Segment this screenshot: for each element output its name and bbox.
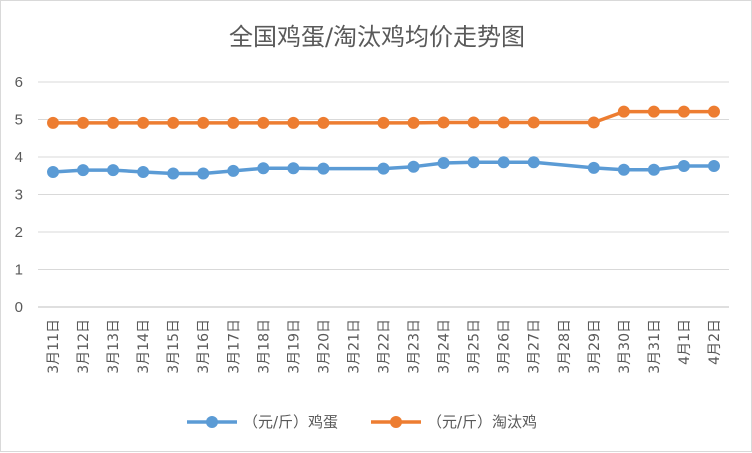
- legend: （元/斤）鸡蛋 （元/斤）淘汰鸡: [187, 413, 537, 431]
- series-point-1: [77, 116, 90, 129]
- legend-label-1: （元/斤）淘汰鸡: [427, 413, 537, 431]
- x-tick-label: 3月24日: [437, 319, 453, 374]
- legend-marker-1: [390, 416, 402, 428]
- series-point-1: [197, 116, 210, 129]
- series-point-0: [137, 166, 150, 178]
- x-axis-ticks: 3月11日 3月12日 3月13日 3月14日 3月15日 3月16日 3月17日 3月18日…: [46, 319, 723, 374]
- series-point-0: [407, 160, 420, 173]
- y-tick-label: 6: [15, 74, 23, 91]
- x-tick-label: 4月1日: [677, 319, 693, 365]
- series-point-1: [647, 105, 660, 118]
- x-tick-label: 3月14日: [136, 319, 152, 374]
- y-tick-label: 0: [15, 299, 23, 316]
- series-point-1: [677, 105, 690, 118]
- legend-marker-0: [206, 416, 218, 428]
- x-tick-label: 3月20日: [316, 319, 332, 374]
- x-tick-label: 3月16日: [196, 319, 212, 374]
- y-tick-label: 5: [15, 112, 23, 129]
- series-points: [47, 105, 720, 180]
- x-tick-label: 3月30日: [617, 319, 633, 374]
- series-point-1: [407, 116, 420, 129]
- series-point-0: [467, 156, 480, 169]
- series-point-0: [527, 156, 540, 169]
- series-point-0: [377, 162, 390, 175]
- series-point-1: [137, 116, 150, 129]
- series-point-0: [617, 163, 630, 176]
- x-tick-label: 3月13日: [106, 319, 122, 374]
- x-tick-label: 3月17日: [226, 319, 242, 374]
- series-point-1: [587, 116, 600, 129]
- x-tick-label: 4月2日: [707, 319, 723, 365]
- series-point-0: [707, 160, 720, 172]
- y-tick-label: 2: [15, 224, 23, 241]
- series-point-0: [257, 162, 270, 175]
- series-point-1: [497, 116, 510, 129]
- series-point-1: [227, 116, 240, 129]
- series-point-0: [587, 161, 600, 174]
- series-point-0: [47, 166, 60, 178]
- series-point-0: [317, 162, 330, 175]
- x-tick-label: 3月22日: [377, 319, 393, 374]
- series-point-1: [527, 116, 540, 129]
- x-tick-label: 3月15日: [166, 319, 182, 374]
- series-point-0: [77, 164, 90, 177]
- x-tick-label: 3月27日: [527, 319, 543, 374]
- x-tick-label: 3月29日: [587, 319, 603, 374]
- x-tick-label: 3月18日: [256, 319, 272, 374]
- series-point-0: [227, 164, 240, 177]
- series-point-0: [497, 156, 510, 169]
- x-tick-label: 3月26日: [497, 319, 513, 374]
- x-tick-label: 3月11日: [46, 319, 62, 374]
- series-point-1: [437, 116, 450, 129]
- series-point-0: [167, 167, 180, 180]
- series-point-1: [257, 116, 270, 129]
- series-point-1: [707, 105, 720, 118]
- x-tick-label: 3月19日: [286, 319, 302, 374]
- series-point-0: [107, 164, 120, 177]
- series-point-1: [47, 116, 60, 129]
- series-point-1: [467, 116, 480, 129]
- legend-label-0: （元/斤）鸡蛋: [243, 413, 338, 431]
- x-tick-label: 3月21日: [346, 319, 362, 374]
- x-tick-label: 3月23日: [407, 319, 423, 374]
- y-tick-label: 3: [15, 187, 23, 204]
- series-point-0: [287, 162, 300, 175]
- series-point-1: [107, 116, 120, 129]
- x-tick-label: 3月25日: [467, 319, 483, 374]
- x-tick-label: 3月12日: [76, 319, 92, 374]
- x-tick-label: 3月28日: [557, 319, 573, 374]
- y-tick-label: 4: [15, 149, 23, 166]
- series-point-1: [617, 105, 630, 118]
- series-point-1: [287, 116, 300, 129]
- series-point-0: [437, 157, 450, 169]
- y-axis-ticks: 0 1 2 3 4 5 6: [15, 74, 23, 316]
- series-point-1: [317, 116, 330, 129]
- series-point-0: [677, 160, 690, 172]
- y-tick-label: 1: [15, 262, 23, 279]
- series-point-0: [197, 167, 210, 180]
- series-point-1: [167, 116, 180, 129]
- series-point-1: [377, 116, 390, 129]
- x-tick-label: 3月31日: [647, 319, 663, 374]
- series-point-0: [647, 163, 660, 176]
- chart-title: 全国鸡蛋/淘汰鸡均价走势图: [229, 23, 525, 51]
